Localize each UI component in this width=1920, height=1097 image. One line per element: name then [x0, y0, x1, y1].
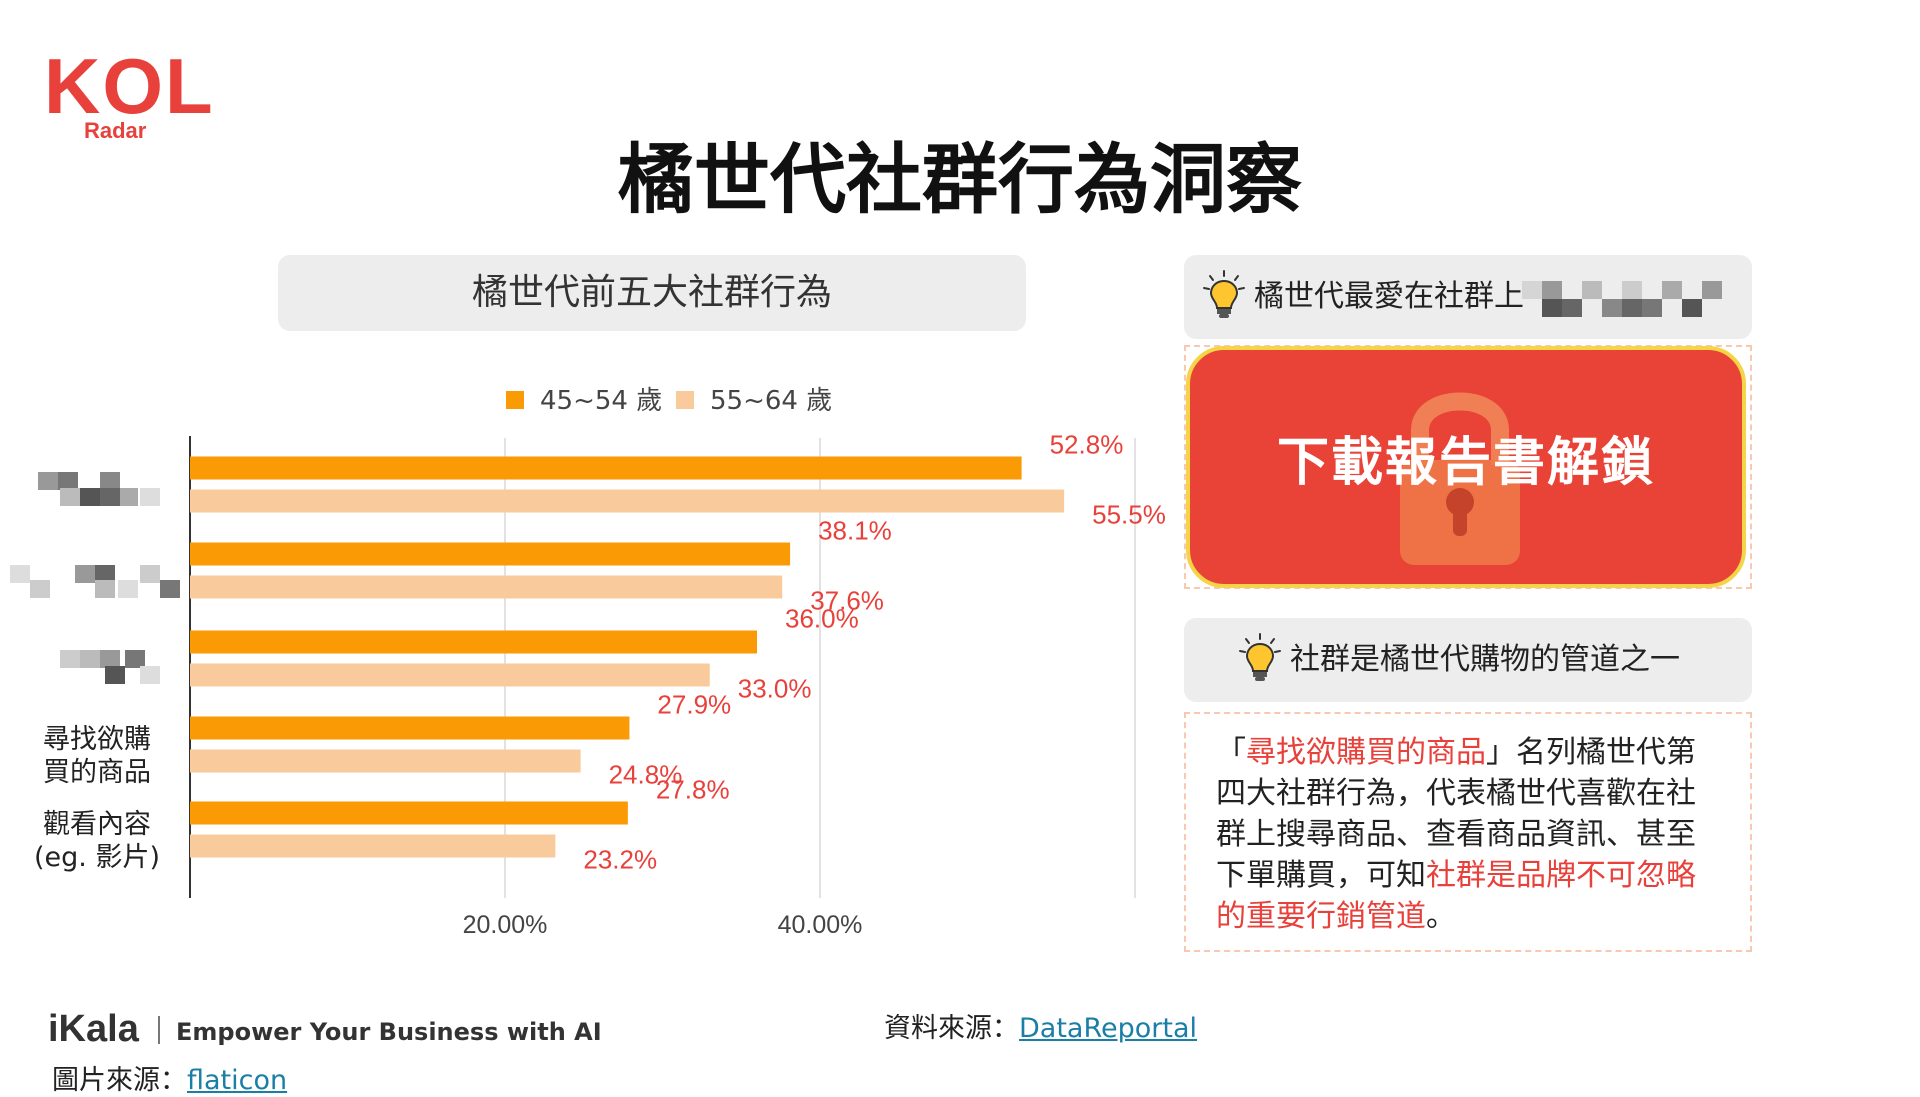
data-source: 資料來源：DataReportal: [884, 1006, 1197, 1045]
data-label: 38.1%: [818, 516, 892, 546]
category-label: 觀看內容: [43, 809, 151, 840]
data-label: 24.8%: [609, 760, 683, 790]
legend-swatch: [676, 391, 694, 409]
logo-text-main: KOL: [44, 42, 215, 130]
data-label: 37.6%: [810, 586, 884, 616]
insight-text-1: 橘世代最愛在社群上: [1254, 279, 1524, 314]
note-part: 」名列橘世代第四大社群行為，代表橘世代喜歡在社群上搜尋商品、查看商品資訊、甚至下…: [1216, 735, 1696, 893]
chart-header: 橘世代前五大社群行為: [278, 255, 1026, 331]
note-part: 「: [1216, 735, 1246, 770]
footer-divider: [158, 1016, 160, 1044]
ikala-logo: iKala: [48, 1008, 139, 1050]
note-highlight: 尋找欲購買的商品: [1246, 735, 1486, 770]
bar: [190, 575, 783, 599]
image-source: 圖片來源：flaticon: [52, 1058, 287, 1097]
pixelated-redaction: [100, 650, 120, 668]
pixelated-redaction: [10, 565, 30, 583]
lightbulb-icon: [1203, 270, 1245, 318]
data-label: 52.8%: [1050, 430, 1124, 460]
pixelated-redaction: [1522, 281, 1722, 317]
insight-header-2: 社群是橘世代購物的管道之一: [1184, 618, 1752, 702]
footer-tagline: Empower Your Business with AI: [176, 1018, 602, 1046]
pixelated-redaction: [95, 565, 115, 583]
insight-note: 「尋找欲購買的商品」名列橘世代第四大社群行為，代表橘世代喜歡在社群上搜尋商品、查…: [1184, 712, 1752, 952]
pixelated-redaction: [60, 650, 80, 668]
bar: [190, 801, 628, 825]
bar: [190, 663, 710, 687]
pixelated-redaction: [60, 488, 80, 506]
pixelated-redaction: [140, 666, 160, 684]
data-label: 36.0%: [785, 604, 859, 634]
lightbulb-icon: [1239, 633, 1281, 681]
pixelated-redaction: [75, 565, 95, 583]
pixelated-redaction: [105, 666, 125, 684]
bar: [190, 542, 791, 566]
pixelated-redaction: [125, 650, 145, 668]
image-source-label: 圖片來源：: [52, 1065, 187, 1096]
pixelated-redaction: [95, 580, 115, 598]
pixelated-redaction: [100, 488, 120, 506]
legend-label: 55~64 歲: [710, 386, 832, 416]
pixelated-redaction: [80, 650, 100, 668]
pixelated-redaction: [58, 472, 78, 490]
pixelated-redaction: [140, 565, 160, 583]
bar: [190, 630, 757, 654]
bar: [190, 489, 1065, 513]
unlock-report-button[interactable]: 下載報告書解鎖: [1186, 346, 1746, 588]
bar: [190, 456, 1022, 480]
category-label: 買的商品: [43, 757, 151, 788]
data-label: 27.8%: [656, 775, 730, 805]
note-part: 。: [1426, 899, 1456, 934]
legend-swatch: [506, 391, 524, 409]
x-tick-label: 20.00%: [463, 911, 548, 939]
logo-text-sub: Radar: [84, 118, 147, 143]
pixelated-redaction: [80, 488, 100, 506]
image-source-link[interactable]: flaticon: [187, 1065, 288, 1096]
insight-text-2: 社群是橘世代購物的管道之一: [1290, 642, 1680, 677]
pixelated-redaction: [30, 580, 50, 598]
pixelated-redaction: [38, 472, 58, 490]
page-title: 橘世代社群行為洞察: [618, 135, 1302, 224]
pixelated-redaction: [118, 488, 138, 506]
data-label: 27.9%: [657, 690, 731, 720]
data-label: 33.0%: [738, 674, 812, 704]
category-label: (eg. 影片): [34, 842, 160, 873]
unlock-label: 下載報告書解鎖: [1276, 433, 1655, 493]
data-label: 23.2%: [583, 845, 657, 875]
source-link[interactable]: DataReportal: [1019, 1013, 1198, 1044]
pixelated-redaction: [100, 472, 120, 490]
pixelated-redaction: [140, 488, 160, 506]
padlock-icon: [1400, 392, 1520, 565]
category-label: 尋找欲購: [43, 724, 151, 755]
note-highlight: 社群是品牌不可忽略的重要行銷管道: [1216, 858, 1696, 934]
legend-label: 45~54 歲: [540, 386, 662, 416]
pixelated-redaction: [118, 580, 138, 598]
x-tick-label: 40.00%: [778, 911, 863, 939]
bar-chart: 20.00% 40.00% 45~54 歲 55~64 歲 52.8% 38.1% 36.0…: [10, 386, 1166, 939]
bar: [190, 834, 556, 858]
bar: [190, 716, 630, 740]
insight-header-1: 橘世代最愛在社群上: [1184, 255, 1752, 339]
source-label: 資料來源：: [884, 1013, 1019, 1044]
bar: [190, 749, 581, 773]
data-label: 55.5%: [1092, 500, 1166, 530]
pixelated-redaction: [160, 580, 180, 598]
kol-radar-logo: KOL Radar: [44, 46, 213, 146]
